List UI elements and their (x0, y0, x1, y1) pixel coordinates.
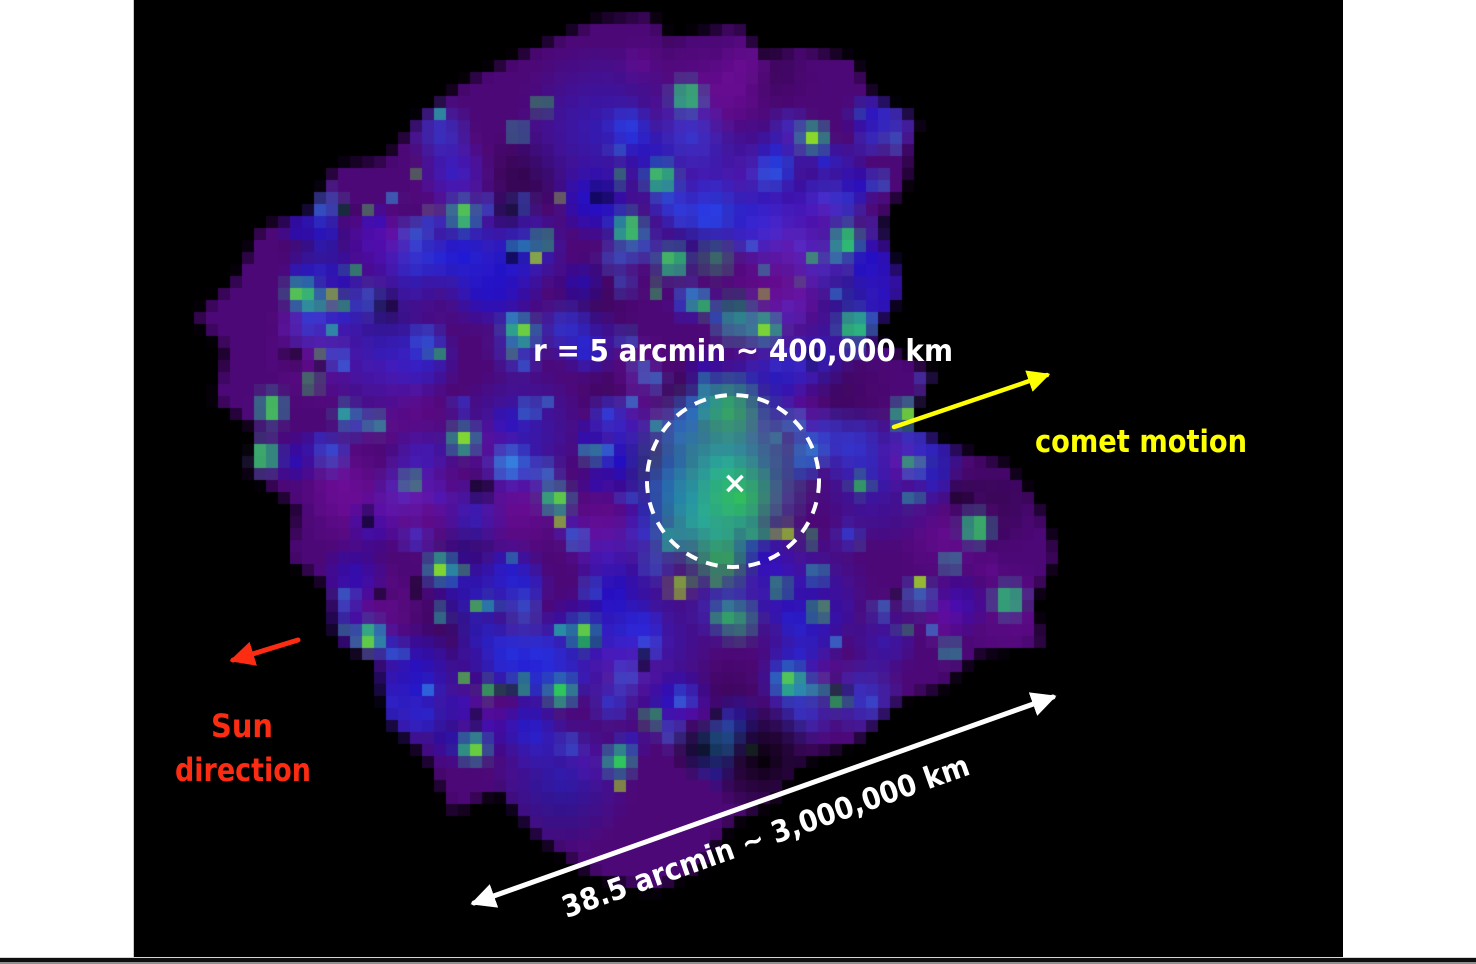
scale-bar-label: 38.5 arcmin ~ 3,000,000 km (557, 748, 974, 925)
annotation-overlay: × r = 5 arcmin ~ 400,000 km comet motion… (175, 334, 1247, 926)
sun-direction-label-line2: direction (175, 751, 311, 789)
bottom-window-edge (0, 957, 1476, 964)
xray-figure-frame: × r = 5 arcmin ~ 400,000 km comet motion… (133, 0, 1343, 957)
comet-motion-arrow (891, 370, 1051, 430)
nucleus-center-marker: × (722, 466, 747, 501)
nucleus-radius-label: r = 5 arcmin ~ 400,000 km (533, 334, 953, 369)
sun-direction-label-line1: Sun (211, 707, 273, 745)
sun-direction-arrow (229, 637, 301, 666)
scale-bar-arrow (470, 692, 1057, 908)
comet-motion-label: comet motion (1035, 424, 1247, 460)
nucleus-dashed-circle (645, 393, 821, 569)
